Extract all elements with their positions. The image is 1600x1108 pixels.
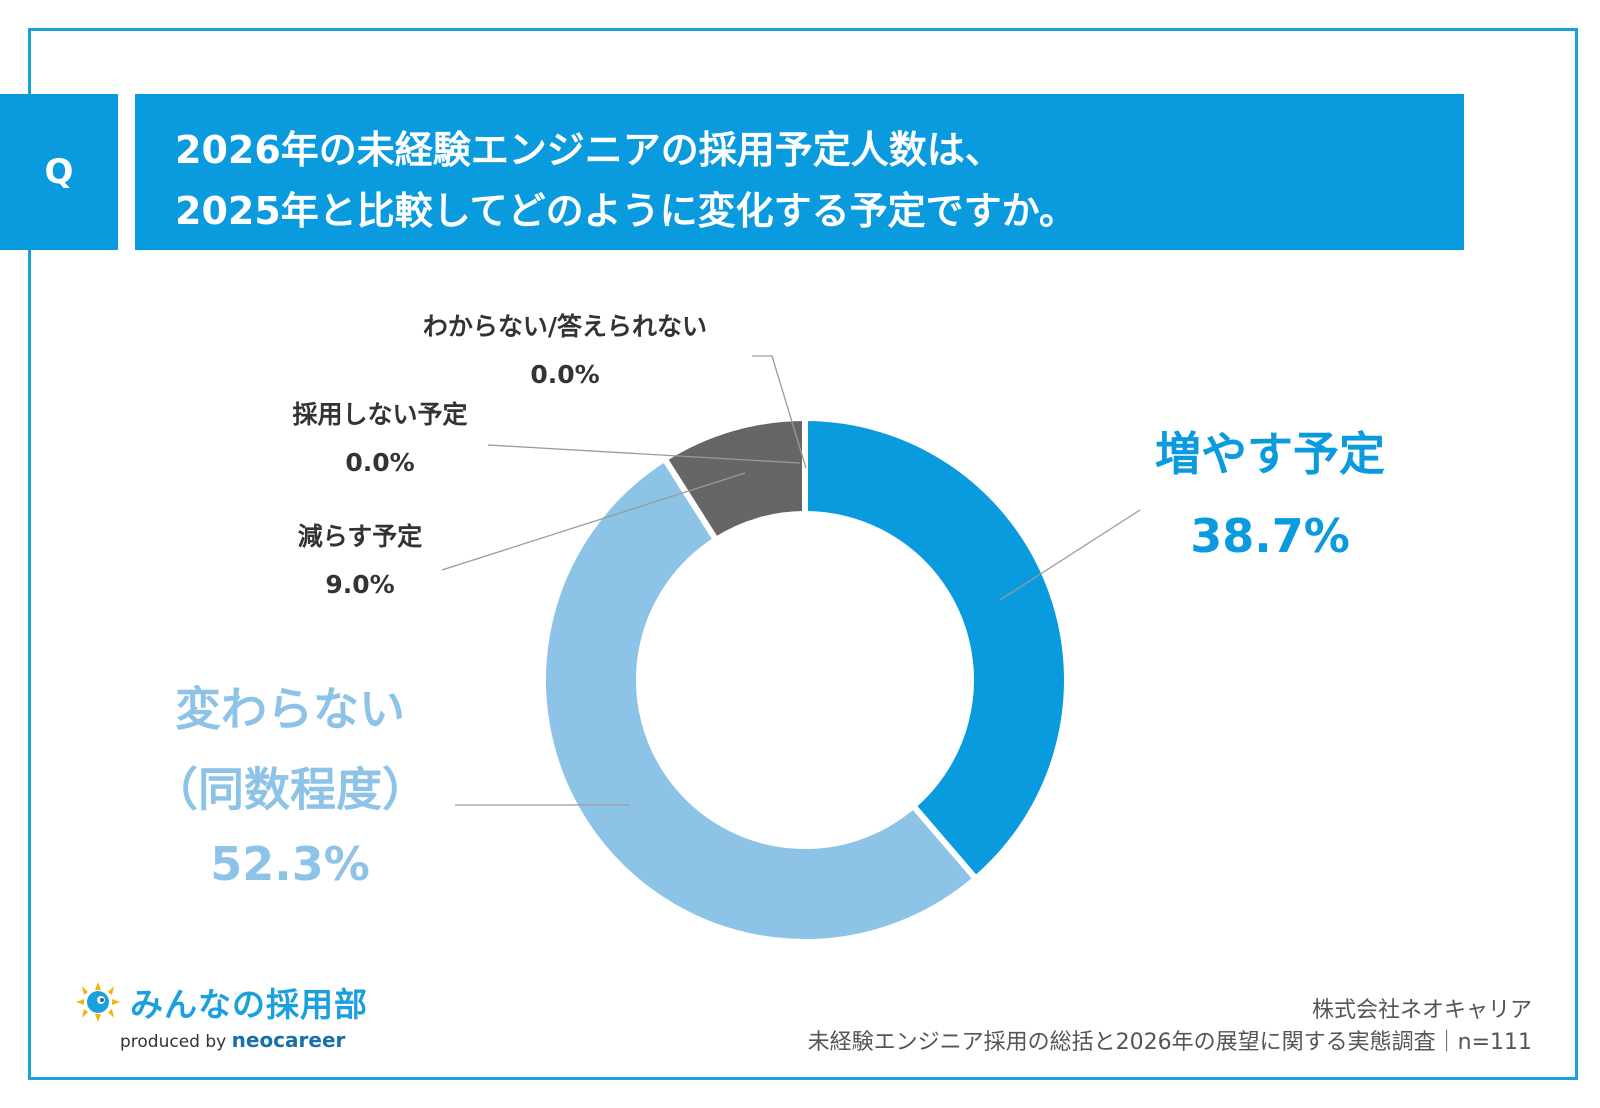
slice-label-decrease: 減らす予定 bbox=[298, 522, 423, 551]
slice-value-unknown: 0.0% bbox=[530, 360, 599, 389]
content-frame bbox=[28, 28, 1578, 1080]
source-survey: 未経験エンジニア採用の総括と2026年の展望に関する実態調査｜n=111 bbox=[807, 1030, 1532, 1055]
brand-logo: みんなの採用部 produced by neocareer bbox=[72, 978, 368, 1052]
slice-value-decrease: 9.0% bbox=[325, 570, 394, 599]
leader-line-decrease bbox=[441, 472, 746, 571]
donut-slice-0 bbox=[802, 414, 1070, 883]
question-title-line-1: 2026年の未経験エンジニアの採用予定人数は、 bbox=[175, 128, 1003, 172]
question-title-banner: 2026年の未経験エンジニアの採用予定人数は、 2025年と比較してどのように変… bbox=[135, 94, 1464, 250]
leader-line-increase bbox=[999, 509, 1141, 601]
slice-label-no-hiring: 採用しない予定 bbox=[292, 400, 467, 429]
donut-slice-1 bbox=[540, 454, 981, 945]
leader-line-no-hiring bbox=[487, 444, 801, 464]
slice-label-unknown: わからない/答えられない bbox=[423, 312, 707, 341]
brand-tagline: produced by neocareer bbox=[120, 1028, 368, 1052]
leader-line-unknown bbox=[752, 355, 807, 469]
brand-name: みんなの採用部 bbox=[130, 985, 368, 1024]
source-company: 株式会社ネオキャリア bbox=[1311, 998, 1532, 1023]
slice-label-same-2: （同数程度） bbox=[152, 763, 428, 817]
question-badge: Q bbox=[0, 94, 118, 250]
sun-logo-icon bbox=[76, 982, 120, 1022]
slice-value-no-hiring: 0.0% bbox=[345, 448, 414, 477]
brand-produced-by: produced by bbox=[120, 1032, 227, 1052]
slice-label-same-1: 変わらない bbox=[175, 682, 405, 736]
slice-label-increase: 増やす予定 bbox=[1155, 427, 1385, 481]
slice-value-same: 52.3% bbox=[210, 837, 370, 891]
brand-company: neocareer bbox=[231, 1028, 346, 1052]
donut-slice-2 bbox=[660, 414, 808, 544]
question-title-line-2: 2025年と比較してどのように変化する予定ですか。 bbox=[175, 189, 1077, 233]
question-label: Q bbox=[44, 152, 74, 192]
source-note: 株式会社ネオキャリア 未経験エンジニア採用の総括と2026年の展望に関する実態調… bbox=[808, 995, 1532, 1059]
slice-value-increase: 38.7% bbox=[1190, 509, 1350, 563]
